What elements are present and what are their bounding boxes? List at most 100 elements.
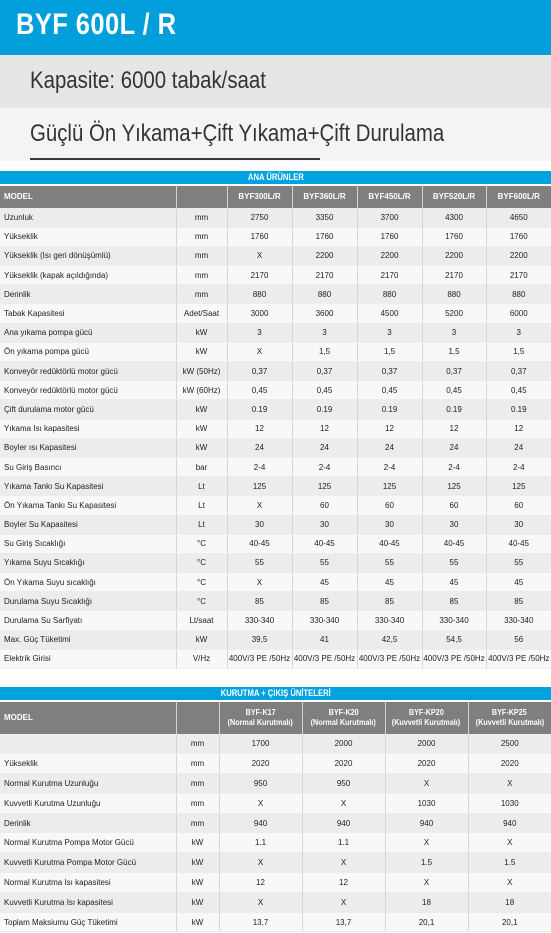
table-row: Boyler Su Kapasitesi Lt 30 30 30 30 30 — [0, 515, 551, 535]
table-cell: 2-4 — [227, 457, 293, 478]
table-cell: 1760 — [486, 227, 551, 247]
row-unit: °C — [176, 553, 228, 574]
table-cell: 18 — [468, 892, 551, 913]
row-label: Yükseklik (Isı geri dönüşümlü) — [0, 246, 177, 267]
table-cell: 1,5 — [422, 342, 487, 363]
table-cell: 0.19 — [422, 399, 487, 420]
row-label: Su Giriş Basıncı — [0, 457, 177, 478]
table-cell: 2020 — [302, 753, 386, 775]
table-cell: 2020 — [385, 753, 469, 775]
table-cell: 12 — [292, 419, 358, 439]
table-cell: 1.5 — [385, 852, 469, 874]
table-row: Yükseklik (kapak açıldığında) mm 2170 2170 2… — [0, 265, 551, 286]
table-cell: 0,37 — [422, 361, 487, 382]
table-cell: X — [219, 892, 303, 913]
table-cell: 1,5 — [292, 342, 358, 363]
table-cell: 40-45 — [227, 534, 293, 554]
table-cell: 41 — [292, 630, 358, 650]
table-cell: 125 — [422, 476, 487, 497]
table-cell: 400V/3 PE /50Hz — [357, 649, 423, 670]
table-cell: X — [227, 246, 293, 267]
table-cell: 2-4 — [422, 457, 487, 478]
row-label: Konveyör redüktörlü motor gücü — [0, 361, 177, 382]
table-cell: 30 — [486, 515, 551, 535]
row-unit: kW — [176, 892, 220, 913]
table-cell: 2200 — [357, 246, 423, 267]
table-cell: 60 — [422, 495, 487, 516]
table-cell: 39,5 — [227, 630, 293, 650]
row-unit: kW — [176, 323, 228, 343]
table-cell: 0,37 — [486, 361, 551, 382]
table-cell: X — [385, 832, 469, 854]
row-unit: kW — [176, 630, 228, 650]
table-row: Boyler ısı Kapasitesi kW 24 24 24 24 24 — [0, 438, 551, 458]
table-cell: 880 — [486, 284, 551, 305]
table-row: Konveyör redüktörlü motor gücü kW (60Hz) 0… — [0, 380, 551, 401]
row-label: Normal Kurutma Isı kapasitesi — [0, 872, 177, 893]
table-cell: 940 — [219, 813, 303, 834]
table-cell: 55 — [422, 553, 487, 574]
table-cell: 330-340 — [422, 610, 487, 631]
table-cell: 400V/3 PE /50Hz — [422, 649, 487, 670]
capacity-text: Kapasite: 6000 tabak/saat — [30, 67, 266, 94]
table-cell: 3600 — [292, 303, 358, 324]
table-cell: 1.1 — [219, 832, 303, 854]
table-cell: 1.5 — [468, 852, 551, 874]
table-cell: 2170 — [292, 265, 358, 286]
row-unit: kW — [176, 438, 228, 458]
model-column-header: BYF-K17 (Normal Kurutmalı) — [219, 702, 303, 735]
table-cell: 0.19 — [486, 399, 551, 420]
table-cell: 30 — [227, 515, 293, 535]
table-cell: 56 — [486, 630, 551, 650]
row-label: Çift durulama motor gücü — [0, 399, 177, 420]
table-cell: 2000 — [385, 734, 469, 755]
row-unit: kW — [176, 872, 220, 893]
row-label: Yıkama Isı kapasitesi — [0, 419, 177, 439]
row-label: Derinlik — [0, 284, 177, 305]
model-column-header: BYF450L/R — [357, 186, 423, 209]
unit-header — [176, 186, 228, 209]
table-cell: 3 — [486, 323, 551, 343]
table-cell: 45 — [292, 572, 358, 593]
table-row: Uzunluk mm 2750 3350 3700 4300 4650 — [0, 208, 551, 228]
table-cell: 30 — [357, 515, 423, 535]
row-label: Boyler Su Kapasitesi — [0, 515, 177, 535]
table-cell: 3 — [227, 323, 293, 343]
table-cell: 3350 — [292, 208, 358, 228]
row-label: Yükseklik — [0, 753, 177, 775]
table-row: Kuvvetli Kurutma Pompa Motor Gücü kW X X 1.5… — [0, 852, 551, 874]
row-label: Konveyör redüktörlü motor gücü — [0, 380, 177, 401]
table-cell: 20,1 — [385, 912, 469, 933]
row-label: Kuvvetli Kurutma Uzunluğu — [0, 793, 177, 814]
table-cell: 24 — [422, 438, 487, 458]
table-cell: 85 — [357, 591, 423, 612]
table-cell: 55 — [227, 553, 293, 574]
table-cell: 0.19 — [227, 399, 293, 420]
table-cell: 1030 — [385, 793, 469, 814]
table-cell: 42,5 — [357, 630, 423, 650]
table-cell: 0.19 — [357, 399, 423, 420]
table-cell: 4650 — [486, 208, 551, 228]
row-unit: kW — [176, 342, 228, 363]
table-cell: 1700 — [219, 734, 303, 755]
row-unit: kW — [176, 832, 220, 854]
row-unit: Lt — [176, 515, 228, 535]
table-cell: 55 — [357, 553, 423, 574]
table-cell: 12 — [357, 419, 423, 439]
model-header: MODEL — [0, 186, 177, 209]
row-unit: kW — [176, 912, 220, 933]
row-unit: mm — [176, 793, 220, 814]
row-unit: mm — [176, 284, 228, 305]
main-section-heading: ANA ÜRÜNLER — [0, 171, 551, 184]
table-cell: 3 — [292, 323, 358, 343]
row-label: Durulama Suyu Sıcaklığı — [0, 591, 177, 612]
table-row: Derinlik mm 940 940 940 940 — [0, 813, 551, 834]
table-cell: X — [302, 852, 386, 874]
table-cell: 2170 — [357, 265, 423, 286]
table-cell: 60 — [486, 495, 551, 516]
row-label: Kuvvetli Kurutma Isı kapasitesi — [0, 892, 177, 913]
table-row: Ön Yıkama Suyu sıcaklığı °C X 45 45 45 45 — [0, 572, 551, 593]
row-label: Yıkama Tankı Su Kapasitesi — [0, 476, 177, 497]
table-cell: X — [227, 572, 293, 593]
table-cell: 0,37 — [292, 361, 358, 382]
